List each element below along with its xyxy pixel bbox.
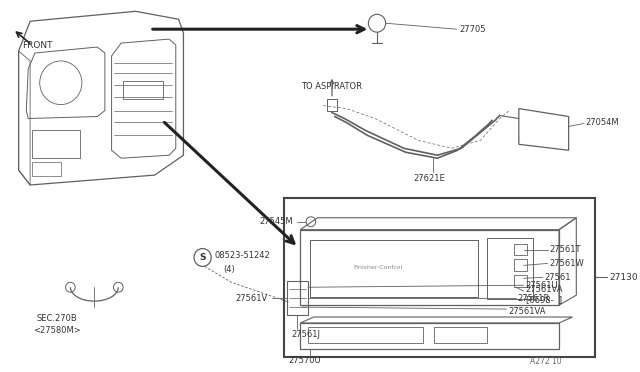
Text: 27561V: 27561V (236, 294, 268, 303)
Text: 27561: 27561 (545, 273, 571, 282)
Text: S: S (200, 253, 206, 262)
Text: 27621E: 27621E (413, 174, 445, 183)
Text: 27561VA: 27561VA (525, 285, 563, 294)
Text: FRONT: FRONT (22, 41, 53, 50)
Text: [0698-  ]: [0698- ] (525, 295, 562, 304)
Text: 08523-51242: 08523-51242 (214, 251, 270, 260)
Text: 27054M: 27054M (586, 118, 620, 127)
Text: 27705: 27705 (460, 25, 486, 34)
Text: <27580M>: <27580M> (33, 326, 81, 336)
Text: 27561J: 27561J (292, 330, 321, 339)
Text: 27561R: 27561R (518, 294, 550, 303)
Text: 27561VA: 27561VA (508, 307, 546, 315)
Text: A272 10: A272 10 (531, 357, 562, 366)
Text: 27561U: 27561U (525, 281, 558, 290)
Text: 27570U: 27570U (289, 356, 321, 365)
Text: SEC.270B: SEC.270B (36, 314, 77, 324)
Text: 27561T: 27561T (550, 245, 581, 254)
Text: TO ASPIRATOR: TO ASPIRATOR (301, 82, 362, 91)
Text: (4): (4) (224, 265, 236, 274)
Text: 27561W: 27561W (550, 259, 584, 268)
Text: 27545M: 27545M (259, 217, 292, 226)
Text: Finisher-Control: Finisher-Control (353, 265, 402, 270)
Text: 27130: 27130 (609, 273, 637, 282)
